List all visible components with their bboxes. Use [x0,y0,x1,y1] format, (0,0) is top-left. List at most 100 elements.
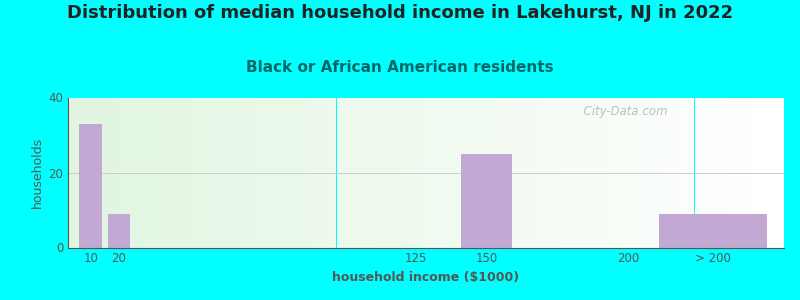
Bar [451,98,454,247]
Bar [136,98,139,247]
Bar [383,98,386,247]
Bar [150,98,154,247]
Bar [222,98,226,247]
Bar [659,214,767,248]
Bar [168,98,172,247]
Bar [490,98,494,247]
Text: City-Data.com: City-Data.com [576,105,668,118]
Bar [569,98,573,247]
Bar [483,98,487,247]
Bar [326,98,330,247]
Bar [777,98,781,247]
Bar [644,98,648,247]
Bar [558,98,562,247]
Bar [576,98,580,247]
Bar [75,98,78,247]
Bar [730,98,734,247]
Bar [286,98,290,247]
Bar [526,98,530,247]
Bar [426,98,430,247]
Bar [78,98,82,247]
Bar [354,98,358,247]
Bar [415,98,419,247]
Bar [726,98,730,247]
Bar [544,98,548,247]
Bar [530,98,534,247]
Bar [254,98,258,247]
Bar [247,98,250,247]
Bar [297,98,301,247]
Bar [440,98,444,247]
Bar [741,98,745,247]
Bar [598,98,602,247]
Bar [179,98,182,247]
Bar [480,98,483,247]
Bar [476,98,480,247]
Bar [719,98,723,247]
Bar [612,98,616,247]
Bar [236,98,240,247]
Bar [734,98,738,247]
Bar [262,98,265,247]
Bar [108,214,130,248]
Bar [294,98,297,247]
Bar [501,98,505,247]
Bar [745,98,748,247]
Bar [315,98,318,247]
Bar [716,98,719,247]
Bar [405,98,408,247]
Text: Distribution of median household income in Lakehurst, NJ in 2022: Distribution of median household income … [67,4,733,22]
Bar [279,98,282,247]
Bar [648,98,651,247]
Bar [505,98,508,247]
Bar [229,98,233,247]
Bar [186,98,190,247]
Bar [408,98,412,247]
Bar [272,98,276,247]
Bar [129,98,133,247]
X-axis label: household income ($1000): household income ($1000) [333,271,519,284]
Bar [447,98,451,247]
Bar [609,98,612,247]
Bar [143,98,146,247]
Bar [172,98,175,247]
Bar [634,98,638,247]
Bar [126,98,129,247]
Bar [752,98,755,247]
Bar [512,98,515,247]
Bar [233,98,236,247]
Bar [573,98,576,247]
Bar [759,98,762,247]
Bar [687,98,691,247]
Bar [276,98,279,247]
Bar [218,98,222,247]
Bar [770,98,774,247]
Bar [347,98,351,247]
Bar [748,98,752,247]
Bar [419,98,422,247]
Bar [473,98,476,247]
Bar [670,98,673,247]
Bar [566,98,569,247]
Bar [755,98,759,247]
Bar [269,98,272,247]
Bar [79,124,102,248]
Bar [337,98,340,247]
Bar [551,98,555,247]
Bar [738,98,741,247]
Bar [214,98,218,247]
Bar [86,98,90,247]
Bar [580,98,583,247]
Bar [401,98,405,247]
Bar [623,98,626,247]
Bar [694,98,698,247]
Bar [555,98,558,247]
Bar [616,98,619,247]
Bar [322,98,326,247]
Bar [774,98,777,247]
Bar [304,98,308,247]
Bar [666,98,670,247]
Bar [71,98,75,247]
Bar [258,98,262,247]
Bar [548,98,551,247]
